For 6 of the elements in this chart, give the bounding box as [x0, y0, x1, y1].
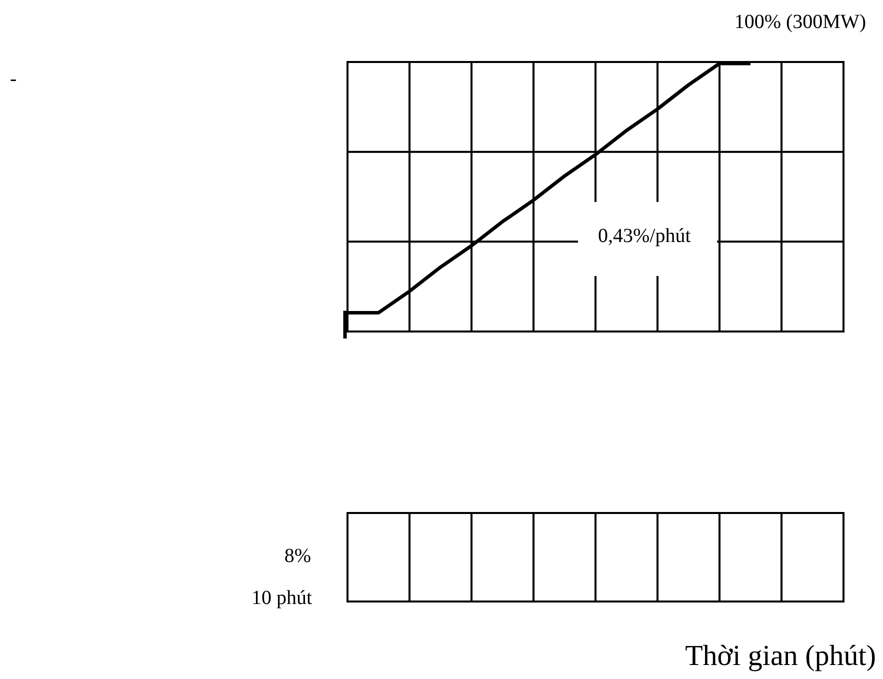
- text: Thời gian (phút): [685, 640, 876, 672]
- annotation: 0,43%/phút: [598, 225, 692, 247]
- text: 8%: [284, 545, 311, 567]
- text: 10 phút: [251, 587, 312, 609]
- text: -: [10, 68, 17, 90]
- text: 100% (300MW): [734, 11, 866, 33]
